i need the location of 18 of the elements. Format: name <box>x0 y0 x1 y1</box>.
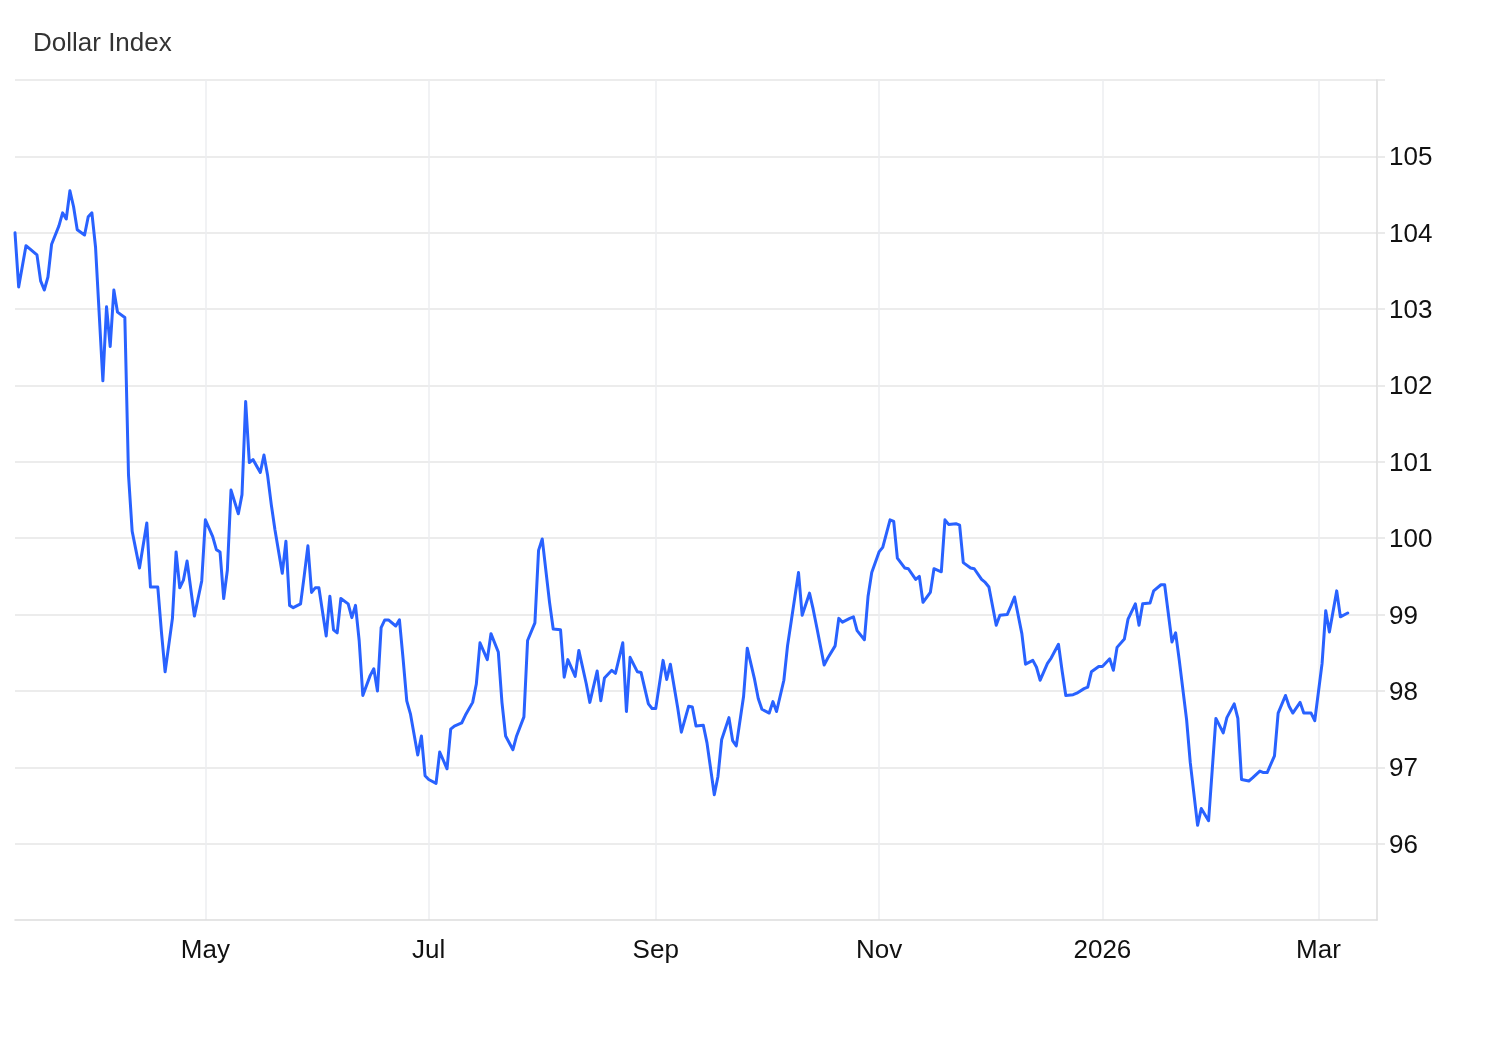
y-tick-label: 98 <box>1389 675 1418 706</box>
x-tick-label: Jul <box>412 934 446 964</box>
y-tick-label: 100 <box>1389 523 1433 554</box>
y-tick-label: 97 <box>1389 752 1418 783</box>
chart-title: Dollar Index <box>33 27 172 57</box>
y-tick-label: 103 <box>1389 294 1433 325</box>
x-tick-label: Mar <box>1296 934 1342 964</box>
line-series <box>13 189 1350 827</box>
y-tick-label: 105 <box>1389 141 1433 172</box>
y-tick-label: 96 <box>1389 828 1418 859</box>
y-tick-label: 102 <box>1389 370 1433 401</box>
x-tick-label: 2026 <box>1073 934 1132 964</box>
y-tick-label: 101 <box>1389 446 1433 477</box>
y-tick-label: 104 <box>1389 217 1433 248</box>
x-tick-label: Nov <box>855 934 903 964</box>
y-tick-label: 99 <box>1389 599 1418 630</box>
x-tick-label: Sep <box>632 934 679 964</box>
x-tick-label: May <box>180 934 230 964</box>
